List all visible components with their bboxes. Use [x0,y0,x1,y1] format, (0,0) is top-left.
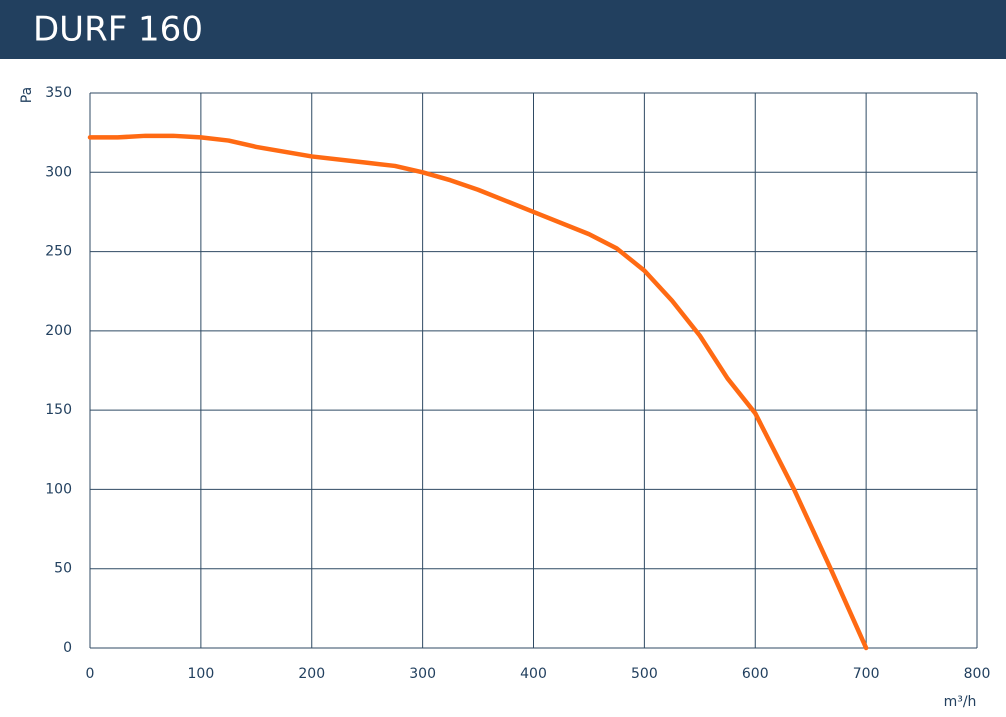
x-tick-label: 700 [853,666,880,682]
x-tick-label: 400 [520,666,547,682]
y-tick-label: 300 [45,164,72,180]
x-tick-label: 100 [188,666,215,682]
x-tick-label: 300 [409,666,436,682]
y-tick-label: 200 [45,323,72,339]
y-tick-label: 150 [45,402,72,418]
x-axis-label: m³/h [944,694,977,710]
x-tick-label: 200 [298,666,325,682]
x-tick-label: 0 [86,666,95,682]
y-tick-label: 50 [54,561,72,577]
chart-title: DURF 160 [33,10,203,50]
x-tick-label: 600 [742,666,769,682]
y-tick-label: 250 [45,244,72,260]
data-line [87,133,869,651]
y-tick-label: 100 [45,481,72,497]
x-tick-label: 500 [631,666,658,682]
y-tick-label: 0 [63,640,72,656]
y-axis-label: Pa [19,87,35,103]
y-tick-label: 350 [45,85,72,101]
header-bar [0,0,1006,59]
x-tick-label: 800 [964,666,991,682]
